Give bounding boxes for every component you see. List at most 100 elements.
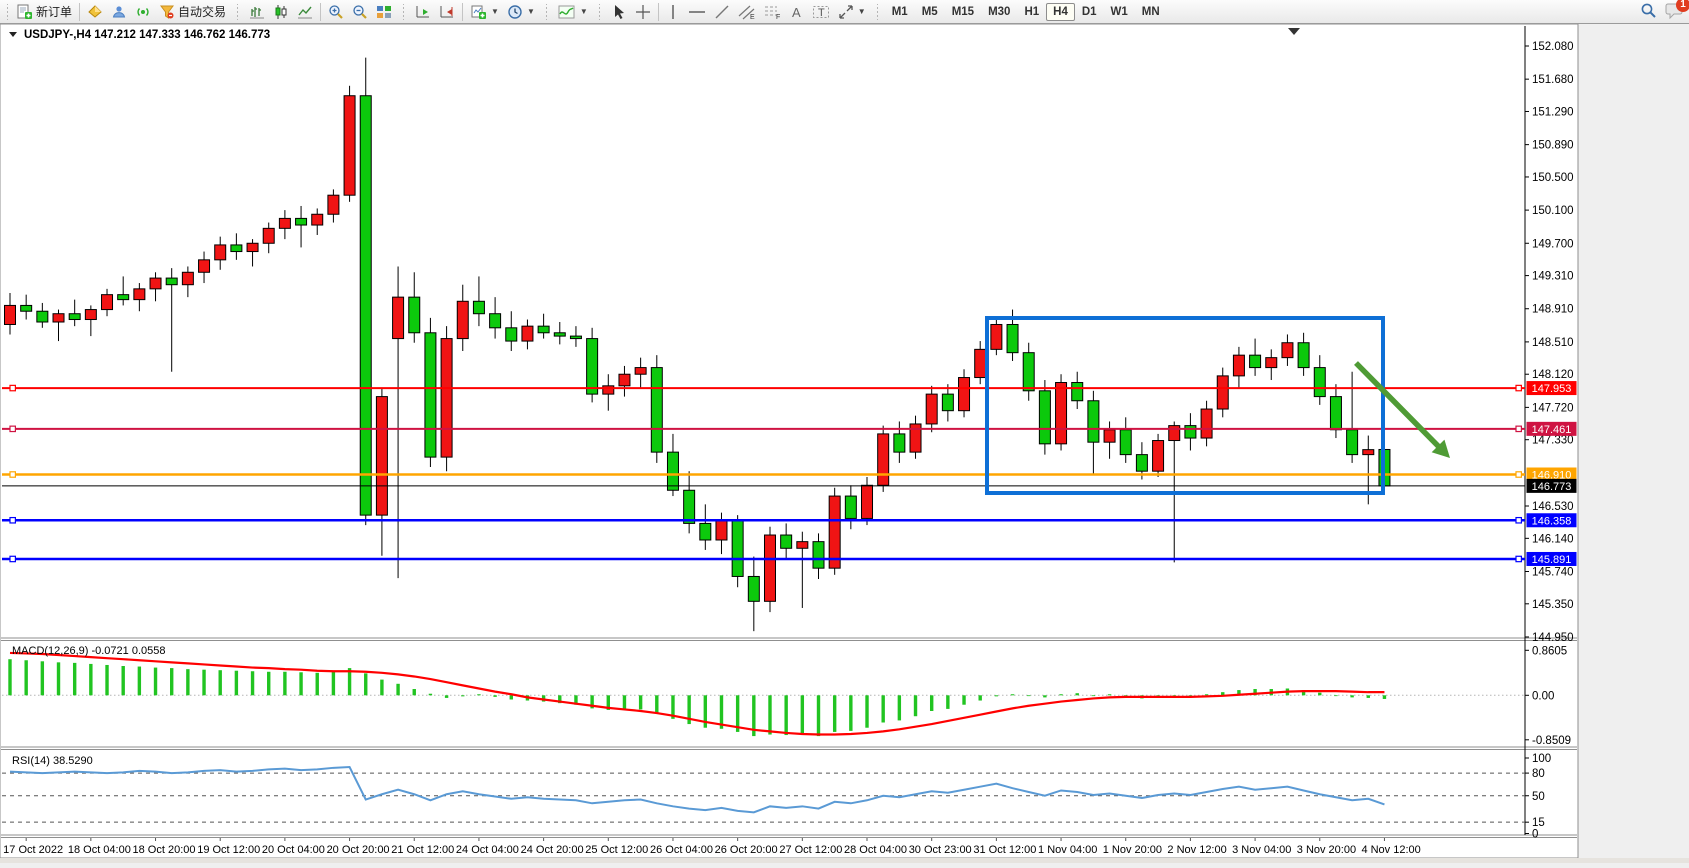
chart-canvas[interactable]: 152.080 151.680 151.290 150.890 150.500 150.1… [0, 23, 1689, 864]
zoom-out-button[interactable] [348, 2, 372, 22]
candle-body [1087, 400, 1100, 443]
vertical-line-button[interactable] [662, 2, 684, 22]
line-chart-button[interactable] [293, 2, 317, 22]
time-axis-label: 17 Oct 2022 [3, 844, 63, 856]
timeframe-d1[interactable]: D1 [1081, 5, 1097, 18]
macd-histogram-bar [331, 671, 336, 696]
macd-histogram-bar [137, 666, 142, 696]
tile-windows-button[interactable] [372, 2, 396, 22]
macd-histogram-bar [1059, 694, 1063, 696]
candle-body [1055, 382, 1068, 445]
timeframe-m15[interactable]: M15 [951, 5, 975, 18]
price-tick-label: 152.080 [1532, 41, 1574, 53]
timeframe-h1[interactable]: H1 [1024, 5, 1040, 18]
candle-body [1038, 390, 1051, 445]
profiles-button[interactable]: ▼ [503, 2, 539, 22]
line-endpoint-handle[interactable] [1515, 384, 1523, 392]
toolbar-grip[interactable] [401, 3, 407, 20]
line-endpoint-handle[interactable] [9, 555, 17, 563]
new-order-label: 新订单 [36, 5, 73, 19]
search-button[interactable] [1640, 2, 1657, 22]
price-tick-label: 145.740 [1532, 566, 1574, 578]
candle-body [408, 296, 421, 334]
candle-body [472, 300, 485, 315]
time-axis-label: 1 Nov 20:00 [1103, 844, 1162, 856]
new-order-button[interactable]: 新订单 [12, 1, 76, 22]
macd-histogram-bar [461, 695, 465, 697]
annotation-rectangle[interactable] [985, 316, 1385, 495]
candle-body [1216, 375, 1229, 410]
signals-button[interactable] [131, 2, 155, 22]
timeframe-m1[interactable]: M1 [891, 5, 908, 18]
text-button[interactable]: A [786, 2, 808, 22]
toolbar-grip[interactable] [874, 3, 880, 20]
community-button[interactable] [107, 2, 131, 22]
timeframe-m5[interactable]: M5 [921, 5, 938, 18]
toolbar-grip[interactable] [235, 3, 241, 20]
candle-body [569, 335, 582, 340]
price-level-badge [1526, 421, 1577, 436]
toolbar-grip[interactable] [543, 3, 549, 20]
macd-histogram-bar [1221, 692, 1225, 696]
macd-histogram-bar [267, 671, 271, 696]
candle-body [1329, 396, 1342, 431]
macd-histogram-bar [574, 695, 578, 705]
annotation-arrow-head[interactable] [1431, 439, 1450, 458]
timeframe-w1[interactable]: W1 [1110, 5, 1128, 18]
new-chart-button[interactable]: ▼ [466, 2, 503, 22]
market-watch-button[interactable] [83, 2, 107, 22]
line-endpoint-handle[interactable] [9, 516, 17, 524]
macd-histogram-bar [1027, 695, 1031, 697]
candlestick-chart-button[interactable] [269, 2, 293, 22]
candle-body [68, 313, 81, 321]
fibonacci-button[interactable]: F [760, 2, 786, 22]
candle-body [311, 213, 324, 226]
price-level-badge-label: 146.773 [1532, 481, 1572, 493]
rsi-tick-label: 50 [1532, 791, 1545, 803]
timeframe-mn[interactable]: MN [1141, 5, 1160, 18]
channel-button[interactable]: E [734, 2, 760, 22]
line-endpoint-handle[interactable] [1515, 516, 1523, 524]
macd-histogram-bar [994, 695, 999, 697]
price-level-badge [1526, 513, 1577, 528]
text-label-button[interactable]: T [808, 2, 834, 22]
macd-histogram-bar [687, 695, 691, 725]
autotrade-button[interactable]: 自动交易 [155, 1, 230, 22]
zoom-in-button[interactable] [324, 2, 348, 22]
macd-histogram-bar [558, 695, 562, 704]
macd-histogram-bar [703, 695, 708, 728]
line-endpoint-handle[interactable] [9, 425, 17, 433]
horizontal-line-button[interactable] [684, 2, 710, 22]
timeframe-m30[interactable]: M30 [988, 5, 1011, 18]
macd-histogram-bar [347, 668, 352, 696]
line-endpoint-handle[interactable] [1515, 425, 1523, 433]
crosshair-button[interactable] [631, 2, 655, 22]
chart-shift-button[interactable] [435, 2, 459, 22]
new-order-icon [17, 4, 32, 19]
toolbar-grip[interactable] [596, 3, 602, 20]
candle-body [1006, 323, 1019, 354]
autoscroll-button[interactable] [411, 2, 435, 22]
timeframe-h4[interactable]: H4 [1046, 2, 1075, 21]
trendline-button[interactable] [710, 2, 734, 22]
line-endpoint-handle[interactable] [1515, 555, 1523, 563]
chart-shift-marker[interactable] [1288, 28, 1300, 35]
time-axis-label: 18 Oct 04:00 [68, 844, 131, 856]
line-endpoint-handle[interactable] [1515, 471, 1523, 478]
symbol-dropdown-icon[interactable] [9, 32, 17, 37]
cursor-button[interactable] [607, 2, 631, 22]
line-endpoint-handle[interactable] [9, 471, 17, 478]
price-tick-label: 147.330 [1532, 435, 1574, 447]
toolbar-grip[interactable] [5, 3, 10, 20]
annotation-arrow-line[interactable] [1354, 361, 1445, 453]
arrows-tool-button[interactable]: ▼ [834, 2, 870, 22]
line-endpoint-handle[interactable] [9, 384, 17, 392]
bar-chart-button[interactable] [245, 2, 269, 22]
indicators-button[interactable]: ▼ [554, 2, 592, 22]
price-tick-label: 150.890 [1532, 140, 1574, 152]
time-axis-label: 28 Oct 04:00 [844, 844, 907, 856]
candlestick-chart-icon [275, 4, 287, 19]
macd-histogram-bar [250, 671, 255, 696]
notifications-button[interactable]: 1 [1665, 0, 1689, 22]
indicators-icon [558, 5, 575, 18]
